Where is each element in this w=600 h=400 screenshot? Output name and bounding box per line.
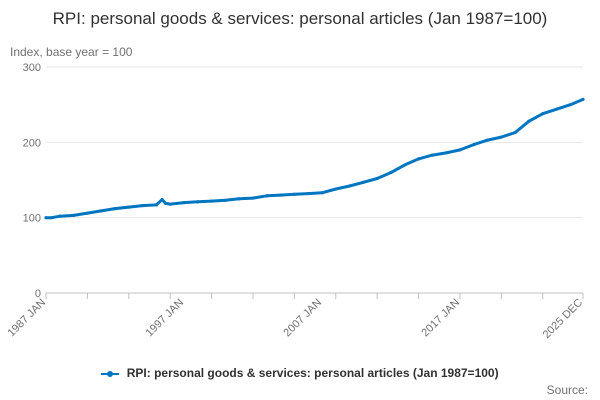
y-tick-label: 200 [23, 137, 41, 149]
data-point [361, 180, 365, 184]
y-tick-label: 300 [23, 62, 41, 74]
legend-label: RPI: personal goods & services: personal… [126, 366, 499, 380]
data-point [375, 176, 379, 181]
data-point [113, 207, 117, 211]
data-point [71, 213, 76, 218]
data-point [50, 216, 54, 220]
data-point [85, 211, 89, 215]
y-tick-label: 100 [23, 213, 41, 225]
x-tick-label: 1987 JAN [5, 297, 48, 340]
data-point [485, 138, 490, 142]
x-tick-label: 1997 JAN [143, 297, 186, 340]
x-tick-label: 2025 DEC [541, 297, 585, 341]
data-point [237, 197, 241, 201]
legend-swatch [101, 370, 120, 378]
y-tick-label: 0 [35, 288, 41, 300]
data-point [444, 151, 448, 155]
data-point [416, 157, 421, 161]
data-point [251, 196, 255, 200]
data-point [127, 205, 131, 209]
data-point [430, 153, 434, 157]
data-point [196, 200, 200, 204]
data-point [554, 107, 559, 111]
data-point [347, 184, 352, 188]
data-point [278, 193, 283, 197]
legend[interactable]: RPI: personal goods & services: personal… [0, 366, 600, 380]
data-point [223, 198, 227, 202]
data-point [541, 112, 545, 116]
data-point [182, 201, 186, 205]
data-point [44, 216, 48, 220]
data-point [168, 202, 172, 206]
data-point [499, 135, 503, 139]
data-point [320, 191, 324, 195]
data-point [458, 148, 462, 152]
data-point [389, 170, 393, 175]
data-point [527, 119, 531, 123]
data-point [209, 199, 214, 203]
data-point [265, 194, 269, 198]
data-point [472, 142, 476, 147]
data-point [292, 192, 296, 196]
x-tick-label: 2017 JAN [419, 297, 462, 340]
source-label: Source: [546, 383, 588, 397]
data-point [163, 201, 168, 205]
data-point [160, 197, 164, 202]
data-point [513, 130, 517, 135]
data-point [58, 214, 62, 218]
series-line [44, 97, 585, 220]
legend-dot [107, 370, 114, 377]
data-point [99, 209, 103, 213]
data-point [334, 187, 338, 191]
x-tick-label: 2007 JAN [281, 297, 324, 340]
data-point [581, 97, 585, 101]
chart-title: RPI: personal goods & services: personal… [52, 9, 548, 28]
data-point [154, 203, 158, 207]
data-point [568, 103, 572, 107]
data-point [140, 204, 145, 208]
y-axis-label: Index, base year = 100 [10, 45, 133, 59]
data-point [403, 163, 407, 167]
data-point [306, 191, 310, 196]
